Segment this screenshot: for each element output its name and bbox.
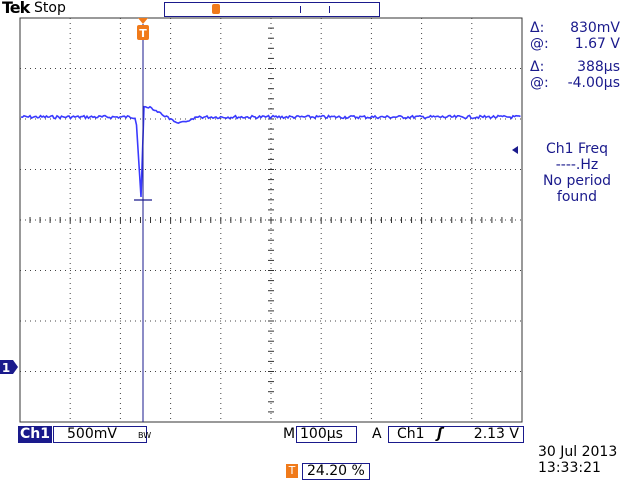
measurement-status-line2: found (556, 189, 598, 205)
trigger-level-value: 2.13 V (473, 426, 519, 442)
trigger-marker-label: T (139, 27, 147, 40)
timebase-tag: M (283, 426, 296, 442)
trigger-position-value: 24.20 % (302, 463, 370, 480)
at-label: @: (530, 75, 549, 91)
trigger-tag: A (372, 426, 382, 442)
time-per-div-box[interactable]: 100µs (296, 426, 357, 443)
cursor-time-delta: Δ: 388µs (530, 59, 620, 75)
run-state-label: Stop (34, 0, 66, 16)
cursor-time-at: @: -4.00µs (530, 75, 620, 91)
trigger-position-icon: T (286, 463, 298, 478)
channel-tag[interactable]: Ch1 (18, 426, 52, 443)
brand-logo: Tek (2, 0, 30, 17)
volts-per-div-box[interactable]: 500mV BW (53, 426, 151, 443)
trigger-position-marker[interactable]: T (137, 18, 149, 40)
time-per-div-value: 100µs (300, 426, 343, 442)
measurement-value: ----.Hz (555, 157, 599, 173)
ch1-ground-marker[interactable]: 1 (0, 360, 18, 375)
ch1-ground-marker-label: 1 (2, 361, 10, 375)
trigger-position-readout[interactable]: T 24.20 % (286, 460, 370, 480)
measurement-readout: Ch1 Freq ----.Hz No period found (527, 141, 627, 205)
cursor-voltage-at: @: 1.67 V (530, 36, 620, 52)
cursor-time-at-value: -4.00µs (567, 75, 620, 91)
cursor-voltage-delta-value: 830mV (570, 20, 620, 36)
record-length-indicator (164, 2, 380, 17)
date-label: 30 Jul 2013 (538, 444, 618, 460)
record-trigger-mark (212, 4, 220, 14)
cursor-voltage-delta: Δ: 830mV (530, 20, 620, 36)
graticule-center-ticks (19, 17, 523, 423)
measurement-status-line1: No period (542, 173, 612, 189)
delta-icon: Δ: (530, 20, 545, 36)
delta-icon: Δ: (530, 59, 545, 75)
record-window-bracket (300, 6, 330, 13)
waveform-trace (20, 105, 521, 198)
rising-edge-icon: ʃ (437, 426, 443, 442)
bandwidth-limit-flag: BW (138, 431, 152, 440)
date-time-display: 30 Jul 2013 13:33:21 (538, 444, 617, 476)
trigger-level-arrow[interactable] (512, 146, 518, 154)
volts-per-div-value: 500mV (67, 426, 117, 442)
trigger-settings-box[interactable]: Ch1 ʃ 2.13 V (388, 426, 524, 443)
cursor-voltage-at-value: 1.67 V (574, 36, 620, 52)
trigger-source-value: Ch1 (397, 426, 425, 442)
measurement-title: Ch1 Freq (546, 141, 608, 157)
at-label: @: (530, 36, 549, 52)
time-label: 13:33:21 (538, 460, 601, 476)
cursor-time-delta-value: 388µs (577, 59, 620, 75)
